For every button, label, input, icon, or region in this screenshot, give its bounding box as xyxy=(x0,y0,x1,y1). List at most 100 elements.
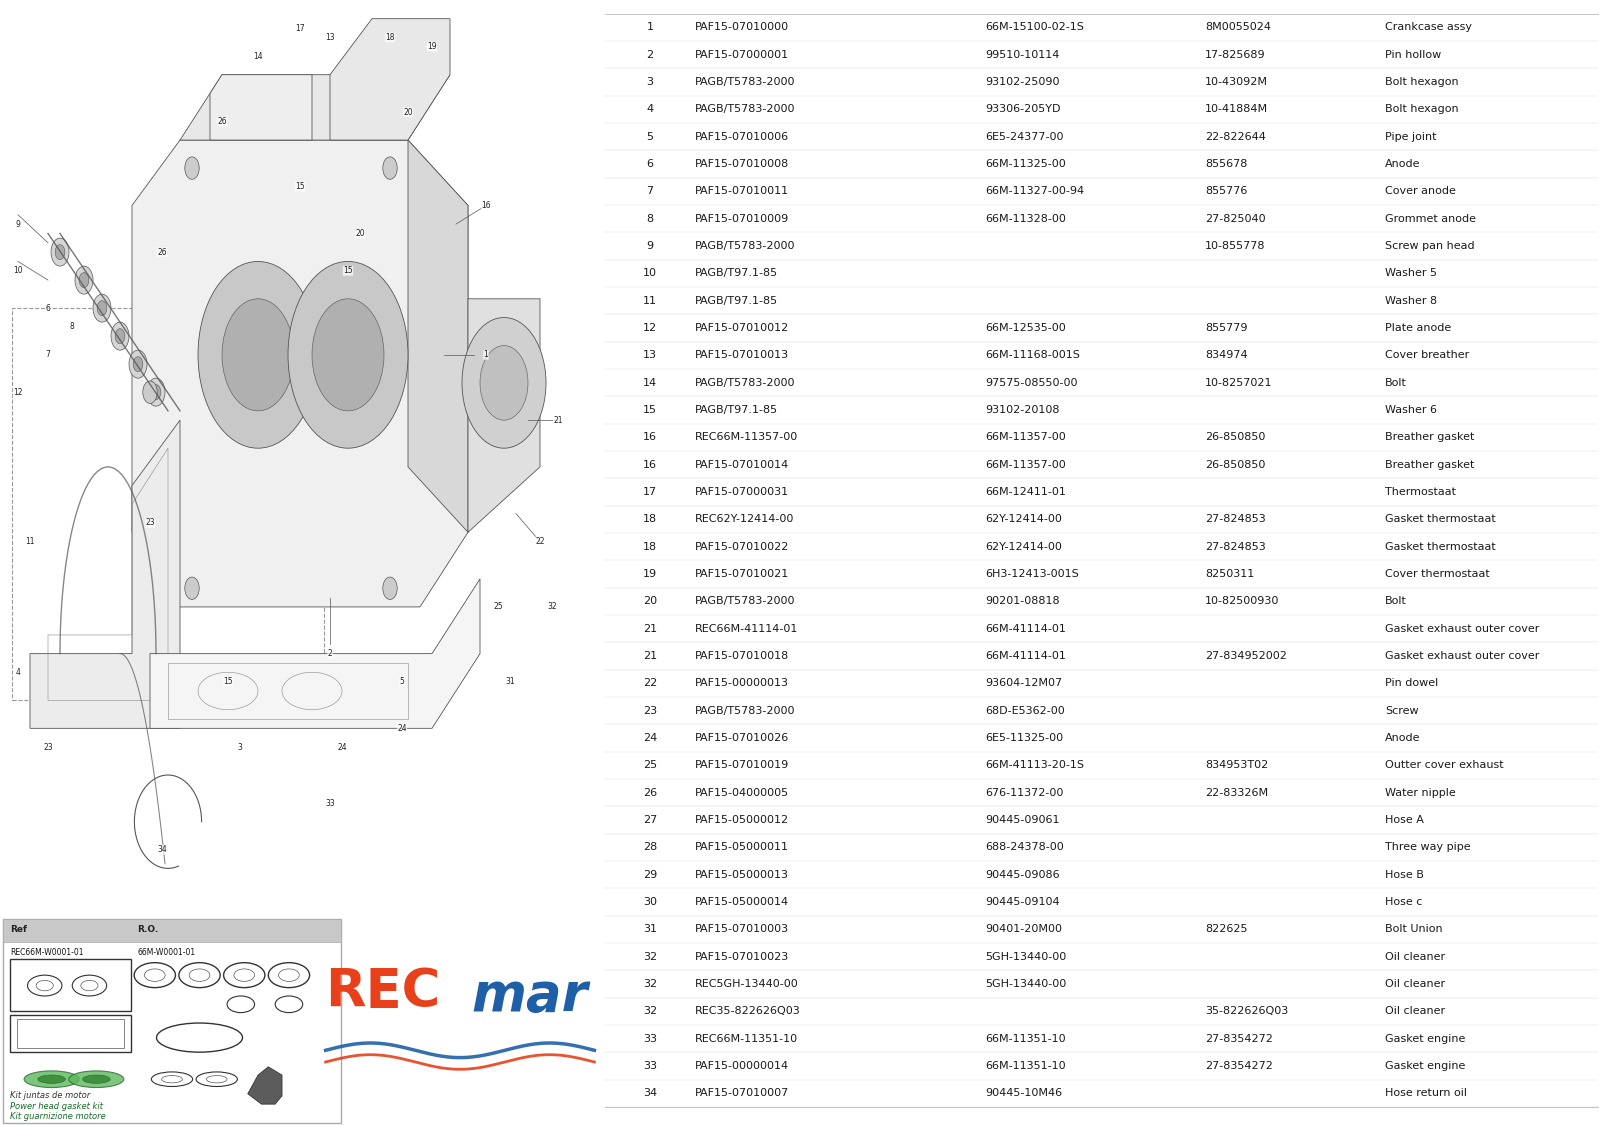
Ellipse shape xyxy=(83,1076,110,1083)
Circle shape xyxy=(462,317,546,448)
Text: 66M-11351-10: 66M-11351-10 xyxy=(986,1061,1066,1071)
Text: 822625: 822625 xyxy=(1205,925,1248,934)
Text: 10: 10 xyxy=(643,268,658,278)
Text: Washer 8: Washer 8 xyxy=(1386,296,1437,306)
Circle shape xyxy=(110,322,130,350)
Text: 32: 32 xyxy=(643,979,658,989)
Text: 93102-25090: 93102-25090 xyxy=(986,76,1059,87)
Text: PAF15-07010012: PAF15-07010012 xyxy=(694,323,789,333)
Text: 21: 21 xyxy=(643,651,658,660)
Polygon shape xyxy=(330,19,450,140)
Text: 855678: 855678 xyxy=(1205,159,1248,169)
Text: 11: 11 xyxy=(26,537,35,546)
Text: Pipe joint: Pipe joint xyxy=(1386,132,1437,142)
Text: 31: 31 xyxy=(506,677,515,686)
Text: 33: 33 xyxy=(325,799,334,808)
Text: 5: 5 xyxy=(646,132,653,142)
Text: Gasket thermostaat: Gasket thermostaat xyxy=(1386,514,1496,524)
Text: Outter cover exhaust: Outter cover exhaust xyxy=(1386,760,1504,771)
Text: 1: 1 xyxy=(646,22,653,33)
Bar xyxy=(13,308,323,700)
Text: 90401-20M00: 90401-20M00 xyxy=(986,925,1062,934)
Bar xyxy=(10,1015,131,1052)
Text: 10-41884M: 10-41884M xyxy=(1205,105,1269,114)
Text: Anode: Anode xyxy=(1386,159,1421,169)
Text: 2: 2 xyxy=(646,50,653,60)
Text: 90445-09061: 90445-09061 xyxy=(986,814,1059,825)
Text: 12: 12 xyxy=(643,323,658,333)
Text: 66M-W0001-01: 66M-W0001-01 xyxy=(138,947,195,956)
Text: Gasket engine: Gasket engine xyxy=(1386,1061,1466,1071)
Text: 32: 32 xyxy=(643,1007,658,1016)
Text: 19: 19 xyxy=(643,569,658,579)
Text: 97575-08550-00: 97575-08550-00 xyxy=(986,378,1077,387)
Text: 66M-12535-00: 66M-12535-00 xyxy=(986,323,1066,333)
Text: 7: 7 xyxy=(646,187,653,196)
Text: REC35-822626Q03: REC35-822626Q03 xyxy=(694,1007,800,1016)
Text: 6: 6 xyxy=(45,304,51,313)
Text: PAF15-05000012: PAF15-05000012 xyxy=(694,814,789,825)
Text: PAGB/T5783-2000: PAGB/T5783-2000 xyxy=(694,596,795,606)
Ellipse shape xyxy=(69,1071,123,1088)
Text: 10-855778: 10-855778 xyxy=(1205,241,1266,251)
Text: Gasket exhaust outer cover: Gasket exhaust outer cover xyxy=(1386,623,1539,633)
Text: 66M-11328-00: 66M-11328-00 xyxy=(986,214,1066,224)
Circle shape xyxy=(198,261,318,448)
Text: PAF15-07010014: PAF15-07010014 xyxy=(694,460,789,469)
Text: 5: 5 xyxy=(400,677,405,686)
Text: PAF15-07010023: PAF15-07010023 xyxy=(694,952,789,962)
Text: PAGB/T5783-2000: PAGB/T5783-2000 xyxy=(694,705,795,716)
Circle shape xyxy=(382,156,397,179)
Text: Gasket exhaust outer cover: Gasket exhaust outer cover xyxy=(1386,651,1539,660)
Text: 90445-10M46: 90445-10M46 xyxy=(986,1088,1062,1098)
Text: 93102-20108: 93102-20108 xyxy=(986,405,1059,415)
Text: 33: 33 xyxy=(643,1034,658,1044)
Text: 834974: 834974 xyxy=(1205,350,1248,360)
Text: 10: 10 xyxy=(13,267,22,276)
Polygon shape xyxy=(210,74,312,140)
Text: PAF15-07000031: PAF15-07000031 xyxy=(694,487,789,497)
Text: 5GH-13440-00: 5GH-13440-00 xyxy=(986,952,1066,962)
Ellipse shape xyxy=(38,1076,66,1083)
Text: PAF15-07010011: PAF15-07010011 xyxy=(694,187,789,196)
Text: 62Y-12414-00: 62Y-12414-00 xyxy=(986,514,1062,524)
Text: 14: 14 xyxy=(643,378,658,387)
Text: 19: 19 xyxy=(427,42,437,51)
Circle shape xyxy=(142,381,157,404)
Text: 10-43092M: 10-43092M xyxy=(1205,76,1267,87)
Text: Breather gasket: Breather gasket xyxy=(1386,432,1474,442)
Bar xyxy=(18,1019,123,1048)
Polygon shape xyxy=(248,1066,282,1105)
Text: PAF15-00000013: PAF15-00000013 xyxy=(694,678,789,688)
Text: 3: 3 xyxy=(237,742,243,752)
Text: 13: 13 xyxy=(643,350,658,360)
Text: 26: 26 xyxy=(643,788,658,798)
Text: Pin hollow: Pin hollow xyxy=(1386,50,1442,60)
Text: PAGB/T5783-2000: PAGB/T5783-2000 xyxy=(694,241,795,251)
Text: 17-825689: 17-825689 xyxy=(1205,50,1266,60)
Text: 99510-10114: 99510-10114 xyxy=(986,50,1059,60)
Circle shape xyxy=(186,156,200,179)
Bar xyxy=(168,663,408,719)
Text: Bolt: Bolt xyxy=(1386,378,1406,387)
Text: Pin dowel: Pin dowel xyxy=(1386,678,1438,688)
Text: 30: 30 xyxy=(643,897,658,907)
Text: 90445-09086: 90445-09086 xyxy=(986,870,1059,880)
Text: PAF15-07000001: PAF15-07000001 xyxy=(694,50,789,60)
Text: PAF15-05000013: PAF15-05000013 xyxy=(694,870,789,880)
Text: 1: 1 xyxy=(483,350,488,359)
Text: 27-824853: 27-824853 xyxy=(1205,541,1266,551)
Text: 93306-205YD: 93306-205YD xyxy=(986,105,1061,114)
Text: 27-8354272: 27-8354272 xyxy=(1205,1061,1274,1071)
Text: Hose B: Hose B xyxy=(1386,870,1424,880)
Text: PAF15-05000011: PAF15-05000011 xyxy=(694,843,789,853)
Text: 21: 21 xyxy=(643,623,658,633)
Text: 26: 26 xyxy=(157,248,166,256)
Text: 20: 20 xyxy=(355,229,365,237)
Text: PAGB/T97.1-85: PAGB/T97.1-85 xyxy=(694,296,778,306)
Polygon shape xyxy=(131,140,467,608)
Text: 29: 29 xyxy=(643,870,658,880)
Text: 25: 25 xyxy=(643,760,658,771)
Text: 27: 27 xyxy=(643,814,658,825)
Text: 33: 33 xyxy=(643,1061,658,1071)
